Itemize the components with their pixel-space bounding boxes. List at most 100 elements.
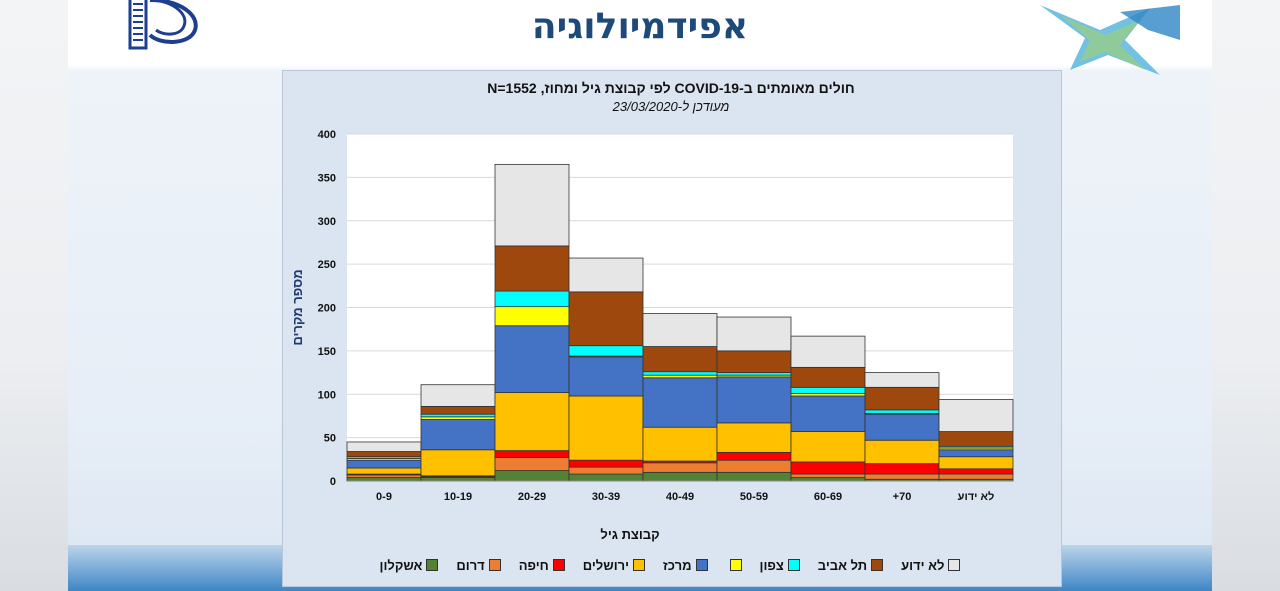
legend-swatch	[552, 559, 565, 571]
bar-segment	[568, 257, 644, 293]
bar-segment	[716, 471, 792, 482]
legend-swatch	[729, 559, 742, 571]
page-title: אפידמיולוגיה	[531, 6, 749, 47]
y-tick-label: 350	[318, 172, 336, 184]
legend-label: ירושלים	[582, 557, 630, 573]
bar-segment	[568, 466, 644, 475]
bar-segment	[494, 450, 570, 458]
bar-segment	[494, 392, 570, 452]
stacked-bar-chart: 0 50 100 150 200 250 300 350 400 0-9 10-19 20-29 30-…	[290, 129, 1014, 542]
legend-label: צפון	[759, 557, 784, 573]
bar-segment	[938, 473, 1014, 480]
bar-segment	[938, 399, 1014, 432]
legend-label: לא ידוע	[901, 557, 945, 573]
x-axis-label: קבוצת גיל	[600, 527, 659, 542]
x-tick-label: 10-19	[444, 491, 472, 503]
legend-swatch	[633, 559, 646, 571]
bar-segment	[420, 405, 496, 415]
bar-segment	[938, 431, 1014, 447]
legend-item: אשקלון	[380, 556, 439, 574]
bar-segment	[420, 419, 496, 451]
y-tick-label: 100	[318, 389, 336, 401]
bar-segment	[568, 345, 644, 357]
x-tick-label: 50-59	[740, 491, 768, 503]
legend-label: חיפה	[518, 557, 549, 573]
bar-segment	[642, 377, 718, 428]
bar-segment	[642, 371, 718, 376]
bar-segment	[568, 473, 644, 482]
x-tick-label: 40-49	[666, 491, 694, 503]
bar-segment	[790, 473, 866, 478]
legend-label: מרכז	[663, 557, 692, 573]
bar-segment	[790, 335, 866, 368]
y-tick-label: 200	[318, 303, 336, 315]
legend-item: דרום	[456, 556, 501, 574]
x-tick-label: 20-29	[518, 491, 546, 503]
bar-segment	[790, 461, 866, 475]
bar-segment	[494, 325, 570, 393]
bar-segment	[716, 316, 792, 352]
legend-swatch	[426, 559, 439, 571]
bar-segment	[864, 409, 940, 414]
y-tick-label: 150	[318, 346, 336, 358]
legend-label: תל אביב	[817, 557, 868, 573]
bar-segment	[642, 426, 718, 462]
bar-segment	[494, 470, 570, 482]
ministry-logo	[100, 0, 198, 50]
bar-segment	[938, 468, 1014, 475]
legend-swatch	[787, 559, 800, 571]
bar-segment	[716, 376, 792, 424]
bar-segment	[568, 291, 644, 347]
x-tick-label: 30-39	[592, 491, 620, 503]
bar-segment	[790, 395, 866, 432]
bar-segment	[938, 456, 1014, 470]
bar-segment	[494, 245, 570, 292]
bar-segment	[864, 413, 940, 441]
bar-segment	[494, 457, 570, 471]
bar-segment	[716, 422, 792, 453]
slide-header	[68, 0, 1212, 64]
legend-item: מרכז	[663, 556, 708, 574]
bar-segment	[864, 439, 940, 465]
bar-segment	[790, 431, 866, 463]
x-tick-label: 60-69	[814, 491, 842, 503]
bar-segment	[642, 471, 718, 482]
legend-item: חיפה	[519, 556, 565, 574]
legend-item: ירושלים	[582, 556, 646, 574]
bar-segment	[642, 462, 718, 473]
legend-label: אשקלון	[379, 557, 423, 573]
chart-title: חולים מאומתים ב-COVID-19 לפי קבוצת גיל ו…	[487, 80, 855, 96]
chart-legend: לא ידוע תל אביב צפון מרכז ירושלים חיפה דרום אשק…	[300, 556, 1040, 574]
bar-segment	[420, 384, 496, 407]
bar-segment	[494, 290, 570, 308]
x-tick-label: לא ידוע	[958, 490, 995, 503]
y-tick-label: 250	[318, 259, 336, 271]
bar-segment	[716, 451, 792, 461]
y-tick-label: 300	[318, 216, 336, 228]
bar-segment	[346, 451, 422, 458]
legend-item: לא ידוע	[901, 556, 961, 574]
background-left	[0, 0, 68, 591]
legend-item: תל אביב	[817, 556, 884, 574]
bar-segment	[790, 477, 866, 482]
bar-segment	[568, 459, 644, 468]
legend-item: צפון	[760, 556, 800, 574]
bar-segment	[642, 346, 718, 373]
star-logo	[1040, 5, 1180, 75]
x-tick-label: 0-9	[376, 491, 392, 503]
legend-item	[726, 556, 742, 574]
bar-segment	[938, 449, 1014, 458]
bar-segment	[346, 441, 422, 452]
bar-segment	[864, 386, 940, 411]
bar-segment	[346, 477, 422, 482]
bar-segment	[790, 366, 866, 388]
bar-segment	[420, 449, 496, 477]
bar-segment	[864, 372, 940, 388]
bar-segment	[642, 313, 718, 347]
chart-subtitle: מעודכן ל-23/03/2020	[612, 99, 730, 114]
legend-label: דרום	[456, 557, 485, 573]
y-tick-label: 50	[324, 433, 336, 445]
bar-segment	[494, 306, 570, 327]
bar-segment	[494, 163, 570, 247]
bar-segment	[420, 477, 496, 482]
